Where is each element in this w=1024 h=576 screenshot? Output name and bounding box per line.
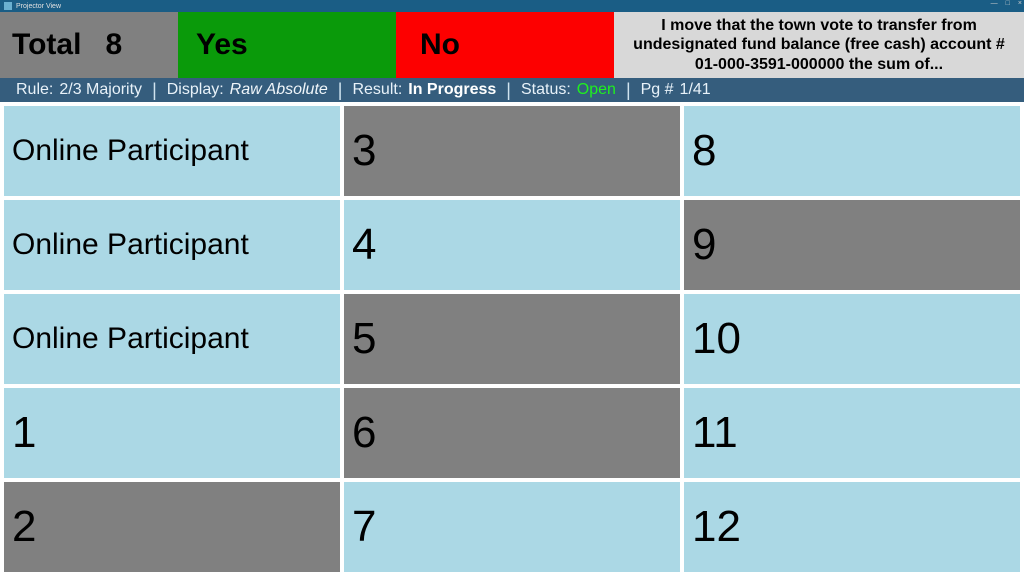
rule-segment: Rule: 2/3 Majority (8, 81, 150, 99)
cell-label: 4 (352, 220, 376, 270)
cell-label: 6 (352, 408, 376, 458)
total-box: Total 8 (0, 12, 178, 78)
participant-cell: 1 (4, 388, 340, 478)
rule-value: 2/3 Majority (59, 81, 142, 99)
cell-label: 7 (352, 502, 376, 552)
app-icon (4, 2, 12, 10)
window-controls: — □ × (991, 0, 1022, 7)
maximize-button[interactable]: □ (1006, 0, 1010, 7)
yes-box: Yes (178, 12, 396, 78)
motion-text-box: I move that the town vote to transfer fr… (614, 12, 1024, 78)
status-bar: Rule: 2/3 Majority | Display: Raw Absolu… (0, 78, 1024, 102)
result-label: Result: (352, 81, 402, 99)
total-count: 8 (105, 28, 122, 62)
result-segment: Result: In Progress (344, 81, 504, 99)
participant-grid: Online Participant 3 8 Online Participant 4 9… (0, 102, 1024, 576)
separator: | (336, 80, 345, 101)
cell-label: 2 (12, 502, 36, 552)
cell-label: 8 (692, 126, 716, 176)
result-value: In Progress (408, 81, 496, 99)
cell-label: Online Participant (12, 322, 249, 356)
participant-cell: 4 (344, 200, 680, 290)
page-segment: Pg # 1/41 (633, 81, 719, 99)
display-segment: Display: Raw Absolute (159, 81, 336, 99)
participant-cell: 3 (344, 106, 680, 196)
projector-view: Total 8 Yes No I move that the town vote… (0, 12, 1024, 576)
participant-cell: 11 (684, 388, 1020, 478)
minimize-button[interactable]: — (991, 0, 998, 7)
cell-label: 11 (692, 408, 738, 458)
display-value: Raw Absolute (230, 81, 328, 99)
window-title: Projector View (16, 3, 61, 10)
no-label: No (420, 28, 460, 62)
participant-cell: Online Participant (4, 106, 340, 196)
participant-cell: 9 (684, 200, 1020, 290)
motion-text: I move that the town vote to transfer fr… (626, 16, 1012, 74)
participant-cell: 5 (344, 294, 680, 384)
cell-label: 12 (692, 502, 741, 552)
participant-cell: 7 (344, 482, 680, 572)
cell-label: Online Participant (12, 228, 249, 262)
cell-label: 1 (12, 408, 36, 458)
participant-cell: 2 (4, 482, 340, 572)
separator: | (504, 80, 513, 101)
participant-cell: 6 (344, 388, 680, 478)
participant-cell: 12 (684, 482, 1020, 572)
separator: | (150, 80, 159, 101)
cell-label: 3 (352, 126, 376, 176)
total-label: Total (12, 28, 81, 62)
status-label: Status: (521, 81, 571, 99)
header-row: Total 8 Yes No I move that the town vote… (0, 12, 1024, 78)
participant-cell: Online Participant (4, 200, 340, 290)
rule-label: Rule: (16, 81, 53, 99)
separator: | (624, 80, 633, 101)
status-value: Open (577, 81, 616, 99)
participant-cell: Online Participant (4, 294, 340, 384)
cell-label: Online Participant (12, 134, 249, 168)
cell-label: 9 (692, 220, 716, 270)
cell-label: 5 (352, 314, 376, 364)
no-box: No (396, 12, 614, 78)
page-label: Pg # (641, 81, 674, 99)
participant-cell: 10 (684, 294, 1020, 384)
page-value: 1/41 (680, 81, 711, 99)
display-label: Display: (167, 81, 224, 99)
cell-label: 10 (692, 314, 741, 364)
window-titlebar: Projector View — □ × (0, 0, 1024, 12)
close-button[interactable]: × (1018, 0, 1022, 7)
yes-label: Yes (196, 28, 248, 62)
participant-cell: 8 (684, 106, 1020, 196)
status-segment: Status: Open (513, 81, 624, 99)
